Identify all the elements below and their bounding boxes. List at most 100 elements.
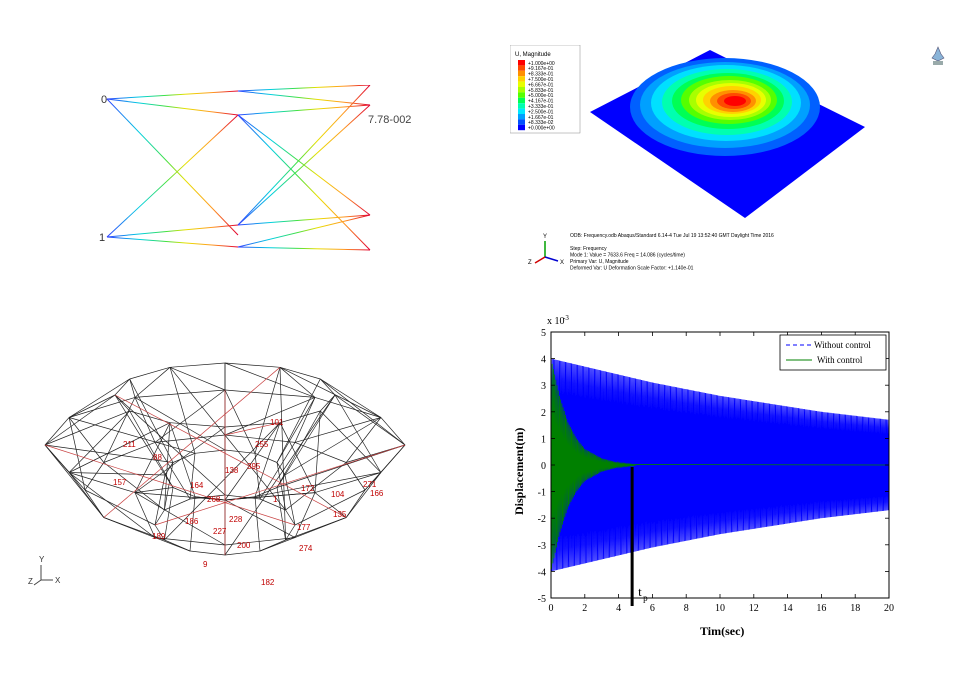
tp-subscript: p: [643, 593, 648, 603]
diagonal-member: [224, 389, 256, 454]
legend-value: +5.833e-01: [528, 88, 554, 94]
x-tick-label: 16: [816, 603, 826, 614]
diagonal-member: [294, 489, 366, 526]
diagonal-member: [285, 462, 347, 511]
diagonal-member: [224, 394, 336, 556]
legend-label-without: Without control: [814, 340, 871, 350]
legend-value: +1.667e-01: [528, 115, 554, 121]
legend-value: +6.667e-01: [528, 82, 554, 88]
diagonal-member: [276, 462, 286, 511]
ring-member: [254, 452, 278, 463]
plate-contour-plot: U, Magnitude +1.000e+00+9.167e-01+8.333e…: [509, 44, 865, 272]
diagonal-member: [44, 444, 174, 463]
diagonal-member: [224, 422, 281, 501]
triad-3d-z-label: Z: [28, 577, 33, 586]
diagonal-member: [259, 537, 296, 552]
highlighted-member: [224, 422, 281, 436]
x-tick-label: 12: [749, 603, 759, 614]
ring-member: [320, 394, 336, 412]
x-tick-label: 0: [549, 603, 554, 614]
ring-member: [68, 472, 136, 493]
legend-color-swatch: [518, 76, 525, 82]
diagonal-member: [169, 422, 196, 497]
info-line: Step: Frequency: [570, 246, 607, 252]
diagonal-member: [320, 378, 406, 446]
highlighted-member: [44, 444, 296, 526]
diagonal-member: [103, 462, 165, 511]
ring-member: [189, 550, 226, 556]
element-label: 274: [299, 544, 313, 553]
axis-triad: Y X Z: [528, 234, 564, 266]
element-label: 255: [255, 440, 269, 449]
legend-value: +4.167e-01: [528, 99, 554, 105]
diagonal-member: [84, 489, 156, 526]
ring-member: [84, 462, 105, 491]
diagonal-member: [279, 366, 382, 418]
legend-entries: +1.000e+00+9.167e-01+8.333e-01+7.500e-01…: [518, 60, 555, 132]
diagonal-member: [294, 397, 316, 443]
highlighted-member: [103, 367, 281, 518]
diagonal-member: [44, 394, 116, 446]
diagonal-member: [224, 397, 316, 436]
y-tick-label: -2: [538, 514, 546, 525]
diagonal-member: [284, 394, 336, 476]
ring-member: [164, 498, 191, 511]
element-label: 189: [152, 532, 166, 541]
ring-member: [294, 442, 347, 463]
tp-label: t: [638, 584, 642, 599]
diagonal-member: [276, 397, 316, 463]
x-tick-label: 6: [650, 603, 655, 614]
ring-member: [285, 524, 296, 541]
ring-member: [224, 537, 296, 546]
plate-contour-panel: U, Magnitude +1.000e+00 +9.167e-01 +8.333e…: [509, 44, 890, 275]
element-label: 88: [153, 453, 162, 462]
element-label: 182: [261, 578, 275, 587]
truss-2d-members: [106, 84, 371, 251]
plot-area: [550, 358, 890, 572]
ring-member: [224, 434, 296, 443]
diagonal-member: [169, 366, 226, 391]
x-tick-label: 10: [715, 603, 725, 614]
y-tick-label: -3: [538, 541, 546, 552]
diagonal-member: [254, 367, 281, 454]
legend-color-swatch: [518, 87, 525, 93]
element-label: 271: [363, 480, 377, 489]
diagonal-member: [134, 367, 171, 398]
ring-member: [103, 442, 156, 463]
element-label: 211: [123, 440, 136, 449]
element-label: 395: [247, 462, 261, 471]
truss-2d-panel: 0 1 7.78-002: [95, 84, 425, 260]
ring-member: [320, 378, 336, 396]
diagonal-member: [134, 492, 226, 546]
element-label: 135: [333, 510, 347, 519]
ring-member: [279, 366, 321, 380]
legend-value: +7.500e-01: [528, 77, 554, 83]
legend-value: +8.333e-01: [528, 72, 554, 78]
triad-3d-y-label: Y: [39, 555, 45, 564]
y-tick-label: 4: [541, 355, 546, 366]
series-without-control: [550, 358, 890, 572]
legend-color-swatch: [518, 124, 525, 131]
y-tick-label: 0: [541, 461, 546, 472]
x-tick-label: 14: [783, 603, 793, 614]
ring-member: [154, 524, 165, 541]
element-label: 101: [270, 418, 284, 427]
legend-frame: [779, 334, 887, 371]
ring-member: [224, 362, 281, 368]
diagonal-member: [294, 492, 316, 538]
y-tick-label: 1: [541, 434, 546, 445]
info-line: Mode 1: Value = 7633.6 Freq = 14.086 (cy…: [570, 253, 685, 259]
diagonal-member: [68, 422, 171, 473]
element-label: 166: [370, 489, 384, 498]
diagonal-member: [334, 394, 382, 473]
diagonal-member: [314, 410, 321, 493]
diagonal-member: [279, 422, 316, 493]
diagonal-member: [276, 378, 321, 463]
diagonal-member: [276, 410, 321, 488]
diagonal-member: [164, 422, 281, 541]
y-tick-label: -1: [538, 488, 546, 499]
